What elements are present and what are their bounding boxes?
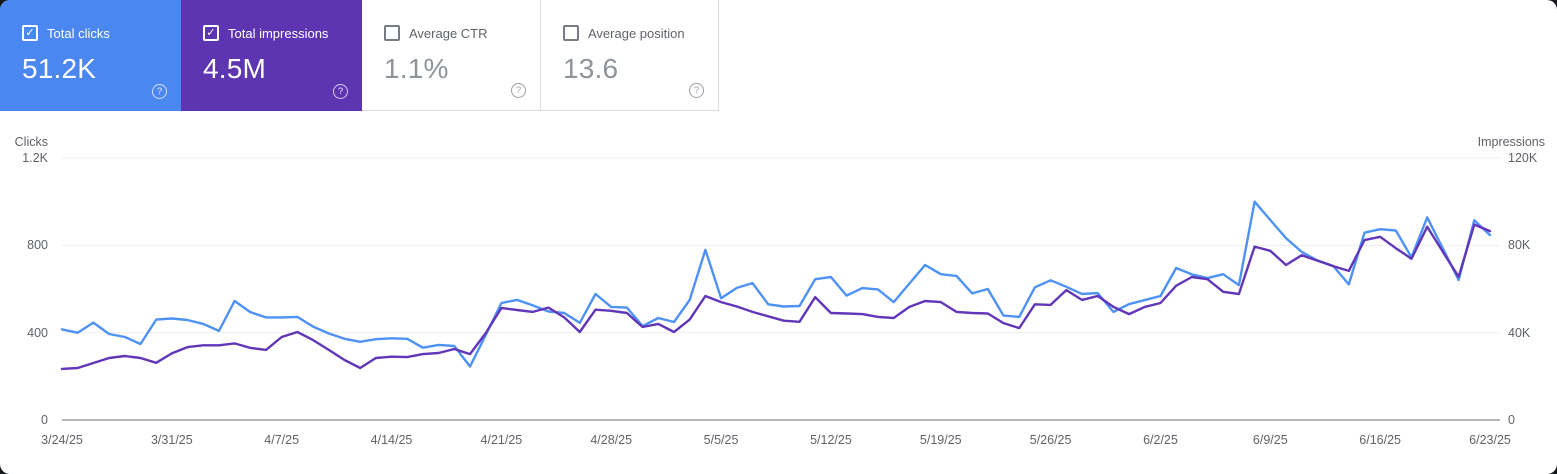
x-axis-tick: 3/24/25	[41, 433, 83, 447]
y-axis-tick: 800	[27, 238, 48, 253]
x-axis-tick: 4/21/25	[480, 433, 523, 447]
x-axis-tick: 5/19/25	[919, 433, 962, 447]
total-impressions-checkbox[interactable]: ✓	[203, 25, 219, 41]
x-axis-tick: 6/16/25	[1359, 433, 1401, 447]
metric-value: 1.1%	[384, 53, 449, 84]
right-axis-title: Impressions	[1477, 135, 1545, 149]
x-axis-tick: 4/7/25	[264, 433, 300, 447]
x-axis-tick: 5/26/25	[1029, 433, 1072, 447]
clicks-line	[60, 200, 1492, 368]
metric-card-total-impressions[interactable]: ✓ Total impressions 4.5M ?	[181, 0, 362, 111]
metric-cards-row: ✓ Total clicks 51.2K ? ✓ Total impressio…	[0, 0, 719, 111]
total-clicks-checkbox[interactable]: ✓	[22, 25, 38, 41]
x-axis-tick: 6/23/25	[1469, 433, 1511, 447]
y-axis-tick: 1.2K	[22, 151, 48, 165]
metric-label: Average CTR	[409, 25, 488, 41]
metric-value: 51.2K	[22, 53, 97, 84]
x-axis-tick: 4/28/25	[590, 433, 633, 447]
y-axis-tick: 120K	[1508, 151, 1538, 165]
metric-label: Total clicks	[47, 25, 110, 41]
y-axis-tick: 80K	[1508, 238, 1531, 253]
average-ctr-checkbox[interactable]	[384, 25, 400, 41]
y-axis-tick: 400	[27, 325, 48, 340]
metric-card-header: ✓ Total impressions	[203, 25, 362, 41]
left-axis-title: Clicks	[14, 135, 48, 149]
metric-label: Average position	[588, 25, 685, 41]
metric-card-header: Average position	[563, 25, 718, 41]
metric-card-header: Average CTR	[384, 25, 540, 41]
metric-card-average-position[interactable]: Average position 13.6 ?	[541, 0, 719, 111]
help-icon[interactable]: ?	[333, 84, 348, 99]
metric-card-total-clicks[interactable]: ✓ Total clicks 51.2K ?	[0, 0, 181, 111]
x-axis-tick: 5/5/25	[703, 433, 739, 447]
x-axis-tick: 4/14/25	[370, 433, 413, 447]
impressions-line	[60, 223, 1492, 371]
y-axis-tick: 40K	[1508, 325, 1531, 340]
metric-card-average-ctr[interactable]: Average CTR 1.1% ?	[362, 0, 541, 111]
x-axis-tick: 5/12/25	[810, 433, 852, 447]
metric-label: Total impressions	[228, 25, 329, 41]
average-position-checkbox[interactable]	[563, 25, 579, 41]
x-axis-tick: 3/31/25	[150, 433, 193, 447]
x-axis-tick: 6/9/25	[1252, 433, 1288, 447]
help-icon[interactable]: ?	[689, 83, 704, 98]
help-icon[interactable]: ?	[152, 84, 167, 99]
check-icon: ✓	[25, 26, 35, 39]
check-icon: ✓	[206, 26, 216, 39]
help-icon[interactable]: ?	[511, 83, 526, 98]
x-axis-tick: 6/2/25	[1143, 433, 1178, 447]
metric-value: 4.5M	[203, 53, 267, 84]
metric-card-header: ✓ Total clicks	[22, 25, 181, 41]
metric-value: 13.6	[563, 53, 619, 84]
y-axis-tick: 0	[41, 413, 48, 427]
y-axis-tick: 0	[1508, 413, 1515, 427]
